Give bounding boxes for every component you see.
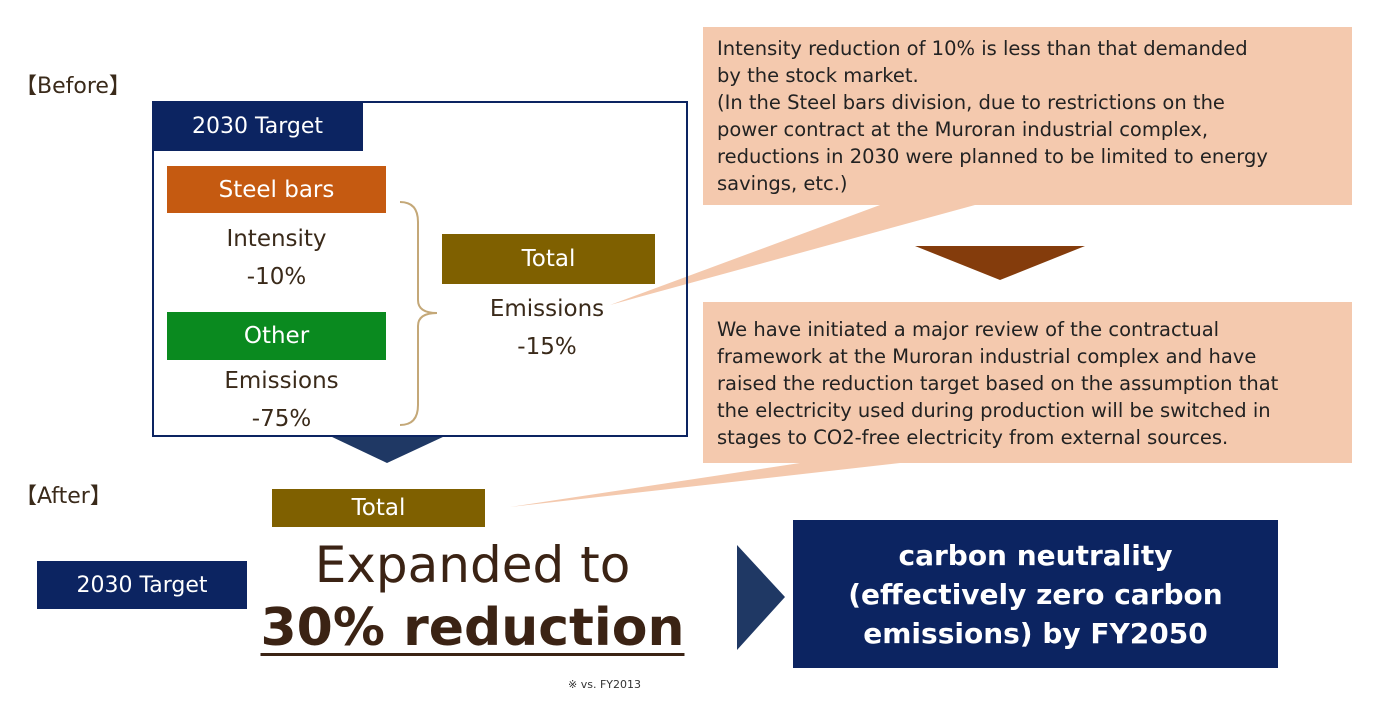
brace — [399, 201, 438, 426]
before-label: 【Before】 — [15, 74, 131, 99]
text-line: (effectively zero carbon — [848, 578, 1223, 611]
right-arrow — [737, 545, 785, 650]
down-arrow — [330, 436, 445, 463]
before-frame — [152, 101, 688, 437]
other-metric: Emissions — [224, 368, 339, 394]
note: ※ vs. FY2013 — [568, 678, 641, 691]
goal-box: carbon neutrality (effectively zero carbo… — [793, 520, 1278, 668]
callout-pointer — [610, 205, 975, 305]
callout: Intensity reduction of 10% is less than … — [703, 27, 1352, 205]
target-header: 2030 Target — [152, 101, 363, 151]
down-arrow — [915, 246, 1085, 280]
steel-label: Steel bars — [167, 166, 386, 213]
headline: Expanded to — [314, 536, 631, 594]
text-line: by the stock market. — [717, 64, 919, 87]
text-line: stages to CO2-free electricity from exte… — [717, 426, 1229, 449]
text-line: carbon neutrality — [898, 539, 1173, 572]
other-value: -75% — [251, 406, 312, 432]
total-label: Total — [442, 234, 655, 284]
text-line: power contract at the Muroran industrial… — [717, 118, 1209, 141]
after-label: 【After】 — [15, 484, 112, 509]
total-metric: Emissions — [489, 296, 605, 322]
text-line: Intensity reduction of 10% is less than … — [717, 37, 1248, 60]
text-line: We have initiated a major review of the … — [717, 318, 1220, 341]
reduction: 30% reduction — [260, 598, 685, 658]
after-total: Total — [272, 489, 485, 527]
text-line: (In the Steel bars division, due to rest… — [717, 91, 1225, 114]
text-line: reductions in 2030 were planned to be li… — [717, 145, 1268, 168]
after-target: 2030 Target — [37, 561, 247, 609]
callout-pointer — [510, 463, 900, 507]
text-line: emissions) by FY2050 — [863, 617, 1208, 650]
text-line: savings, etc.) — [717, 172, 848, 195]
callout: We have initiated a major review of the … — [703, 302, 1352, 463]
text-line: framework at the Muroran industrial comp… — [717, 345, 1257, 368]
total-value: -15% — [517, 334, 577, 360]
steel-value: -10% — [246, 264, 307, 290]
text-line: the electricity used during production w… — [717, 399, 1271, 422]
text-line: raised the reduction target based on the… — [717, 372, 1279, 395]
other-label: Other — [167, 312, 386, 360]
steel-metric: Intensity — [226, 226, 327, 252]
